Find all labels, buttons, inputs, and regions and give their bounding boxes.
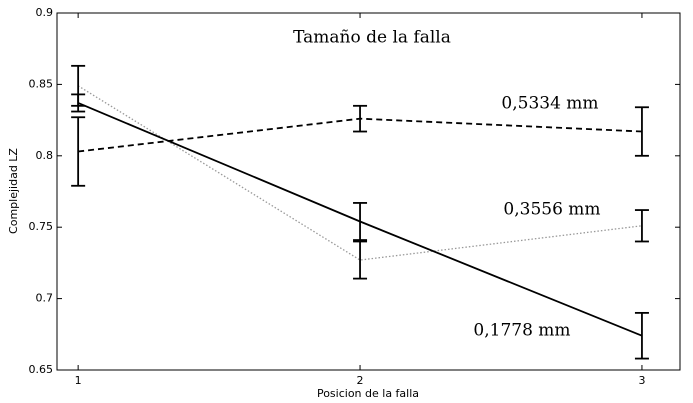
error-bar [353,104,368,133]
series-label: 0,3556 mm [503,200,600,220]
x-tick-label: 2 [357,374,364,387]
y-tick-label: 0.75 [29,220,54,233]
error-bar [71,93,86,113]
y-tick-label: 0.7 [36,292,54,305]
x-axis-label: Posicion de la falla [317,387,419,400]
y-tick-label: 0.9 [36,6,54,19]
chart-title: Tamaño de la falla [293,28,451,48]
y-tick-label: 0.85 [29,77,54,90]
error-bar [353,240,368,280]
y-tick-label: 0.8 [36,149,54,162]
error-bar [634,209,649,243]
x-tick-label: 3 [638,374,645,387]
error-bar [634,106,649,157]
x-tick-label: 1 [75,374,82,387]
y-axis-label: Complejidad LZ [7,148,20,234]
error-bar [353,202,368,241]
y-tick-label: 0.65 [29,363,54,376]
error-bar [634,311,649,360]
error-bar [71,116,86,187]
series-label: 0,5334 mm [501,94,598,114]
plot-frame [56,12,681,371]
series-label: 0,1778 mm [473,321,570,341]
